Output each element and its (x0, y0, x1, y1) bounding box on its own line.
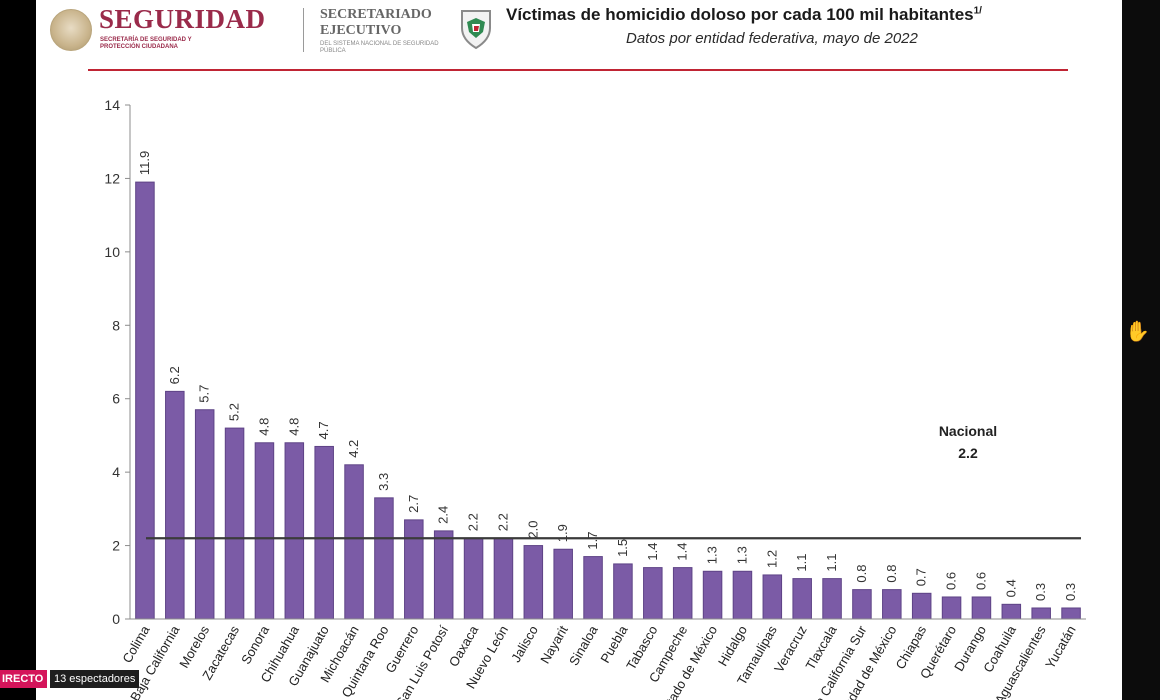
side-strip (1122, 0, 1160, 700)
bar (762, 574, 783, 620)
shield-logo-icon (461, 10, 491, 50)
bar (732, 570, 753, 620)
bar-value-label: 6.2 (167, 366, 182, 384)
bar-value-label: 0.7 (914, 568, 929, 586)
bar (583, 556, 603, 620)
bar (433, 530, 454, 620)
bar-value-label: 1.9 (555, 524, 570, 542)
brand-seguridad: SEGURIDAD (99, 4, 266, 34)
bar (254, 442, 275, 620)
slide: SEGURIDAD SECRETARÍA DE SEGURIDAD Y PROT… (36, 0, 1122, 700)
bar-value-label: 2.7 (406, 495, 421, 513)
bar-value-label: 4.2 (346, 440, 361, 458)
bar-value-label: 0.8 (854, 565, 869, 583)
bar-value-label: 1.4 (645, 543, 660, 561)
viewer-count: 13 espectadores (50, 670, 140, 688)
government-seal-icon (50, 9, 92, 51)
bar (941, 596, 962, 620)
bar (672, 567, 693, 620)
title-footnote-mark: 1/ (973, 5, 982, 17)
bar-value-label: 3.3 (376, 473, 391, 491)
bar-value-label: 11.9 (137, 151, 152, 175)
bar-value-label: 2.4 (436, 506, 451, 524)
bar-value-label: 1.4 (675, 543, 690, 561)
category-label: Jalisco (508, 623, 541, 665)
chart-title: Víctimas de homicidio doloso por cada 10… (506, 5, 982, 25)
bar-value-label: 5.2 (227, 403, 242, 421)
y-tick-label: 6 (112, 391, 120, 407)
brand-secretariado: SECRETARIADO EJECUTIVO (320, 7, 432, 38)
bar (404, 519, 424, 620)
hand-cursor-icon: ✋ (1125, 321, 1150, 343)
bar (1061, 607, 1081, 620)
bar (911, 592, 932, 620)
bar (643, 567, 663, 620)
bar (822, 578, 842, 620)
bar (1031, 607, 1051, 620)
bar-value-label: 0.6 (944, 572, 959, 590)
bar-value-label: 1.7 (585, 532, 600, 550)
y-tick-label: 0 (112, 611, 120, 627)
bar-value-label: 0.3 (1033, 583, 1048, 601)
bar-value-label: 4.7 (316, 421, 331, 439)
brand-secretariado-subtitle: DEL SISTEMA NACIONAL DE SEGURIDAD PÚBLIC… (320, 41, 439, 54)
bar-value-label: 0.4 (1003, 579, 1018, 597)
bar-value-label: 2.0 (525, 520, 540, 538)
bar (702, 570, 723, 620)
y-tick-label: 14 (104, 97, 120, 113)
bar-value-label: 1.3 (705, 546, 720, 564)
bar (194, 409, 215, 620)
header-rule (88, 69, 1068, 71)
bar-value-label: 0.6 (973, 572, 988, 590)
bar (284, 442, 305, 620)
bar (523, 545, 544, 620)
reference-line-value: 2.2 (958, 445, 978, 461)
bar (135, 181, 155, 620)
live-badge: IRECTO (0, 670, 48, 688)
bar-value-label: 4.8 (256, 418, 271, 436)
bar (224, 427, 245, 620)
bar-value-label: 1.1 (794, 554, 809, 572)
bar (374, 497, 394, 620)
reference-line-label: Nacional (939, 423, 997, 439)
bar (553, 548, 573, 620)
y-tick-label: 2 (112, 538, 120, 554)
bar-value-label: 0.3 (1063, 583, 1078, 601)
header-divider (303, 8, 304, 52)
bar (314, 445, 334, 620)
bar (971, 596, 992, 620)
bar-value-label: 5.7 (197, 385, 212, 403)
bar (882, 589, 902, 620)
bar-value-label: 2.2 (466, 513, 481, 531)
bar-value-label: 4.8 (286, 418, 301, 436)
bar-value-label: 1.3 (734, 546, 749, 564)
y-tick-label: 10 (104, 244, 120, 260)
bar (1001, 603, 1022, 620)
chart-subtitle: Datos por entidad federativa, mayo de 20… (626, 30, 918, 47)
bar-value-label: 1.2 (764, 550, 779, 568)
bar (852, 589, 872, 620)
bar-value-label: 2.2 (495, 513, 510, 531)
chart-title-text: Víctimas de homicidio doloso por cada 10… (506, 5, 974, 24)
bar (792, 578, 812, 620)
category-label: Sinaloa (566, 622, 601, 668)
bar (493, 537, 514, 620)
bar (165, 390, 185, 620)
y-tick-label: 8 (112, 317, 120, 333)
y-tick-label: 4 (112, 464, 120, 480)
bar (344, 464, 364, 620)
y-tick-label: 12 (104, 170, 120, 186)
brand-seguridad-subtitle: SECRETARÍA DE SEGURIDAD Y PROTECCIÓN CIU… (100, 37, 192, 50)
bar-value-label: 1.5 (615, 539, 630, 557)
bar-value-label: 0.8 (884, 565, 899, 583)
bar (463, 537, 484, 620)
bar-value-label: 1.1 (824, 554, 839, 572)
bar (613, 563, 633, 620)
